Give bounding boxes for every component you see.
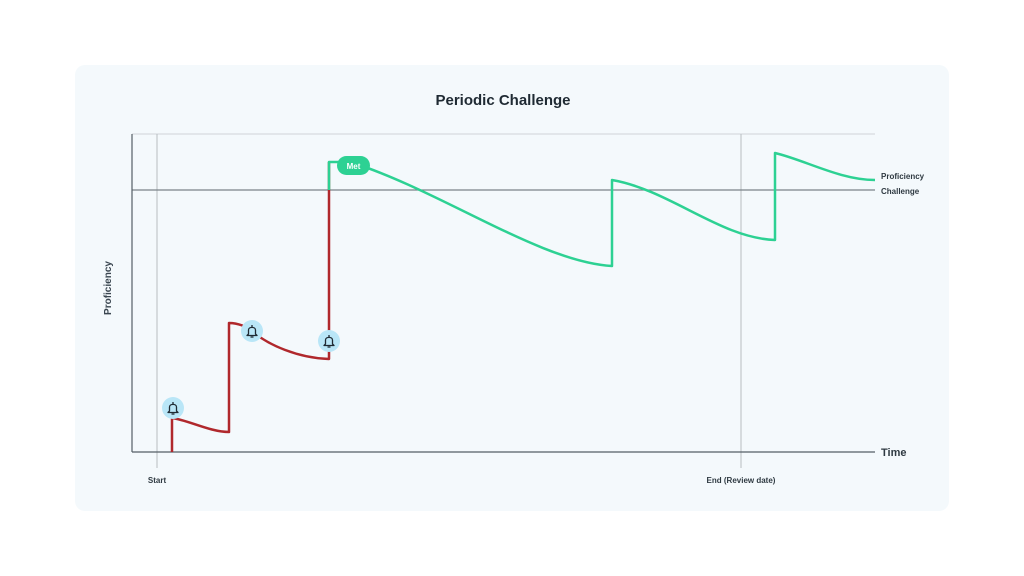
proficiency-line-label: Proficiency — [881, 172, 925, 181]
start-label: Start — [148, 476, 167, 485]
y-axis-label: Proficiency — [103, 261, 114, 315]
svg-text:Met: Met — [347, 162, 361, 171]
proficiency-above-curve — [327, 151, 876, 268]
bell-icon — [241, 320, 263, 342]
challenge-line-label: Challenge — [881, 187, 920, 196]
diagram-title: Periodic Challenge — [435, 92, 570, 109]
bell-icon — [318, 330, 340, 352]
diagram-card — [75, 65, 949, 511]
proficiency-below-curve — [170, 162, 331, 452]
bell-icon — [162, 397, 184, 419]
met-badge: Met — [337, 156, 370, 175]
x-axis-label: Time — [881, 447, 906, 459]
end-label: End (Review date) — [707, 476, 776, 485]
